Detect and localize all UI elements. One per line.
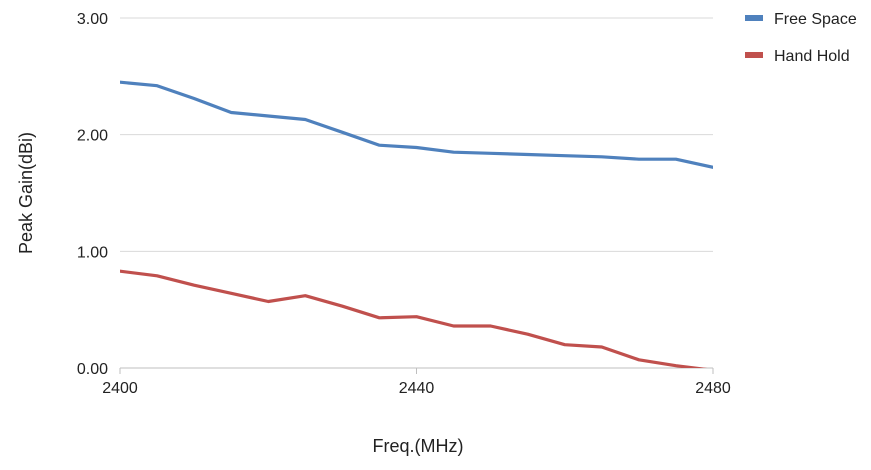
axes	[119, 367, 714, 374]
y-tick-label: 3.00	[77, 11, 108, 28]
y-tick-label: 2.00	[77, 128, 108, 145]
legend-swatch	[745, 52, 763, 58]
legend: Free Space Hand Hold	[745, 11, 857, 65]
x-axis-title: Freq.(MHz)	[373, 436, 464, 456]
grid-lines	[120, 17, 713, 252]
series-line-hand-hold	[120, 269, 708, 368]
legend-label: Free Space	[774, 11, 857, 28]
legend-swatch	[745, 15, 763, 21]
x-tick-label: 2480	[695, 380, 731, 397]
y-axis-title: Peak Gain(dBi)	[16, 132, 36, 254]
y-tick-label: 0.00	[77, 361, 108, 378]
legend-label: Hand Hold	[774, 48, 850, 65]
series-lines	[120, 80, 713, 368]
x-tick-label: 2400	[102, 380, 138, 397]
y-tick-label: 1.00	[77, 244, 108, 261]
tick-labels: 0.00 1.00 2.00 3.00 2400 2440 2480	[77, 11, 731, 397]
series-line-free-space	[120, 80, 713, 169]
x-tick-label: 2440	[399, 380, 435, 397]
